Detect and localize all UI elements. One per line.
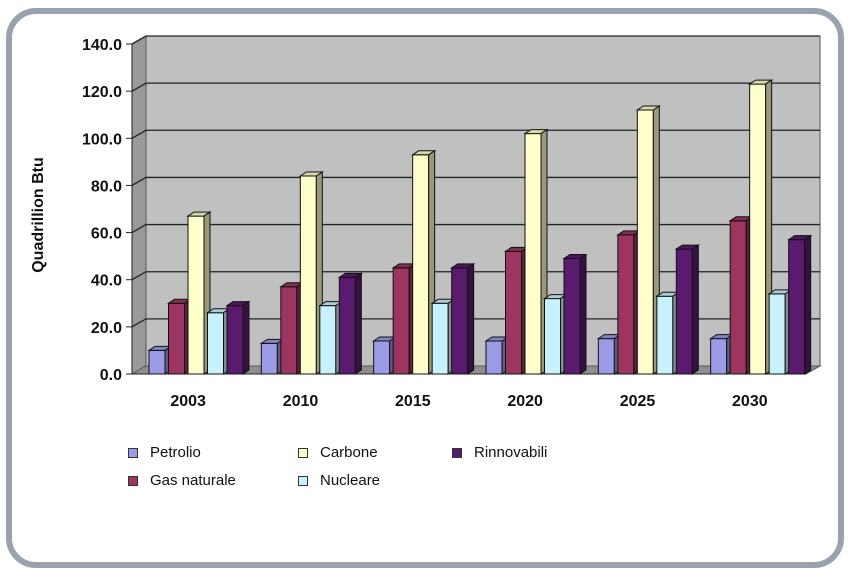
gridline bbox=[131, 318, 820, 328]
bar-2030-2 bbox=[748, 79, 774, 375]
legend-swatch-nucleare bbox=[298, 475, 308, 486]
y-tick-label: 60.0 bbox=[91, 226, 122, 243]
gridline bbox=[131, 129, 820, 139]
y-tick-label: 0.0 bbox=[100, 367, 122, 384]
bar-2030-3 bbox=[767, 288, 793, 375]
legend-swatch-petrolio bbox=[128, 447, 138, 458]
bar-2010-4 bbox=[337, 272, 363, 375]
y-tick-label: 80.0 bbox=[91, 178, 122, 195]
y-tick-label: 40.0 bbox=[91, 273, 122, 290]
bar-2003-4 bbox=[225, 300, 251, 375]
gridline bbox=[131, 271, 820, 281]
legend-item-carbone: Carbone bbox=[298, 444, 378, 461]
x-tick-label: 2020 bbox=[507, 393, 543, 410]
x-tick-label: 2003 bbox=[170, 393, 206, 410]
legend-item-petrolio: Petrolio bbox=[128, 444, 201, 461]
bar-2015-3 bbox=[430, 298, 456, 375]
legend-swatch-gas-naturale bbox=[128, 475, 138, 486]
bar-2020-2 bbox=[523, 128, 549, 375]
legend-label: Gas naturale bbox=[150, 472, 236, 489]
gridline bbox=[131, 176, 820, 186]
legend-label: Rinnovabili bbox=[474, 444, 548, 461]
legend: Petrolio Gas naturale Carbone Nucleare R… bbox=[128, 444, 688, 494]
bar-2003-2 bbox=[186, 211, 212, 375]
legend-label: Nucleare bbox=[320, 472, 381, 489]
x-tick-label: 2015 bbox=[395, 393, 431, 410]
bar-2030-0 bbox=[709, 333, 735, 375]
bar-2015-2 bbox=[411, 149, 437, 375]
legend-swatch-rinnovabili bbox=[452, 447, 462, 458]
legend-item-nucleare: Nucleare bbox=[298, 472, 380, 489]
bar-2025-1 bbox=[616, 229, 642, 375]
legend-item-gas-naturale: Gas naturale bbox=[128, 472, 236, 489]
bar-2010-0 bbox=[259, 338, 285, 375]
bar-2020-4 bbox=[562, 253, 588, 375]
bar-2010-3 bbox=[318, 300, 344, 375]
x-tick-label: 2010 bbox=[283, 393, 319, 410]
y-tick-label: 100.0 bbox=[82, 131, 122, 148]
y-tick-label: 120.0 bbox=[82, 84, 122, 101]
gridline bbox=[131, 35, 820, 45]
bar-2015-0 bbox=[372, 336, 398, 375]
bar-chart: 0.0 20.0 40.0 60.0 80.0 100.0 120.0 140.0 2003 2… bbox=[30, 35, 822, 410]
gridline bbox=[131, 82, 820, 92]
y-tick-label: 20.0 bbox=[91, 320, 122, 337]
bar-2003-0 bbox=[147, 345, 173, 375]
x-tick-label: 2025 bbox=[620, 393, 656, 410]
bar-2015-1 bbox=[391, 262, 417, 375]
bar-2030-1 bbox=[728, 215, 754, 375]
bar-2025-2 bbox=[635, 105, 661, 375]
legend-label: Carbone bbox=[320, 444, 378, 461]
gridline bbox=[131, 223, 820, 234]
bar-2020-0 bbox=[484, 336, 510, 375]
bar-2030-4 bbox=[787, 234, 813, 375]
y-axis-label: Quadrillion Btu bbox=[30, 157, 47, 273]
bar-2025-4 bbox=[674, 244, 700, 375]
bar-2003-1 bbox=[166, 298, 193, 375]
x-tick-label: 2030 bbox=[732, 393, 768, 410]
bar-2020-1 bbox=[503, 246, 530, 375]
legend-label: Petrolio bbox=[150, 444, 201, 461]
legend-swatch-carbone bbox=[298, 447, 308, 458]
bar-2020-3 bbox=[542, 293, 569, 375]
legend-item-rinnovabili: Rinnovabili bbox=[452, 444, 547, 461]
bar-2025-0 bbox=[596, 333, 622, 375]
bar-2025-3 bbox=[655, 291, 681, 375]
bar-2010-1 bbox=[279, 281, 305, 375]
bar-2010-2 bbox=[298, 171, 324, 375]
bar-2015-4 bbox=[450, 262, 476, 375]
bar-2003-3 bbox=[205, 307, 232, 375]
y-tick-label: 140.0 bbox=[82, 37, 122, 54]
